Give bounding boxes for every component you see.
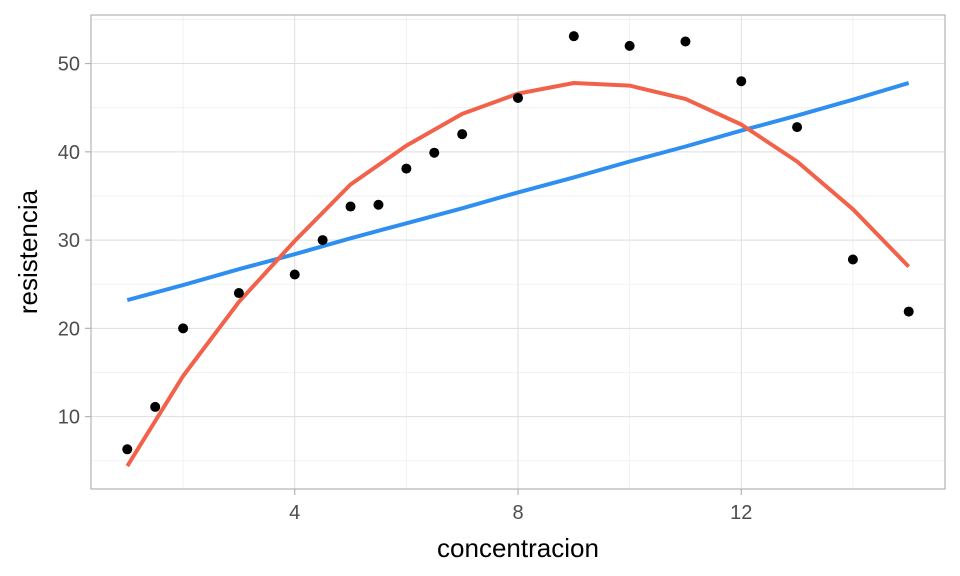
y-axis-ticks: 10 20 30 40 50 [58, 54, 91, 429]
x-tick-label: 8 [512, 502, 523, 524]
data-point [178, 323, 189, 334]
data-point [429, 147, 440, 158]
data-point [680, 36, 691, 47]
y-tick-label: 50 [58, 54, 80, 76]
y-tick-label: 20 [58, 318, 80, 340]
data-point [150, 401, 161, 412]
data-point [513, 92, 523, 103]
data-point [457, 129, 468, 140]
data-point [568, 31, 579, 42]
data-point [233, 288, 244, 299]
y-tick-label: 10 [58, 407, 80, 429]
y-tick-label: 40 [58, 142, 80, 164]
y-tick-label: 30 [58, 230, 80, 252]
x-axis-ticks: 4 8 12 [289, 489, 752, 524]
data-point [736, 76, 747, 87]
data-points [122, 31, 914, 455]
data-point [903, 306, 914, 317]
data-point [847, 254, 858, 265]
data-point [373, 199, 384, 210]
data-point [122, 444, 133, 455]
x-tick-label: 12 [730, 502, 752, 524]
data-point [289, 269, 300, 280]
fit-line-1 [126, 81, 910, 303]
data-point [345, 201, 356, 212]
y-axis-title: resistencia [13, 189, 43, 314]
data-point [317, 235, 328, 246]
x-tick-label: 4 [289, 502, 300, 524]
data-point [792, 122, 803, 133]
data-point [401, 163, 412, 174]
data-point [624, 40, 635, 51]
major-gridlines [91, 15, 945, 489]
x-axis-title: concentracion [437, 533, 599, 563]
